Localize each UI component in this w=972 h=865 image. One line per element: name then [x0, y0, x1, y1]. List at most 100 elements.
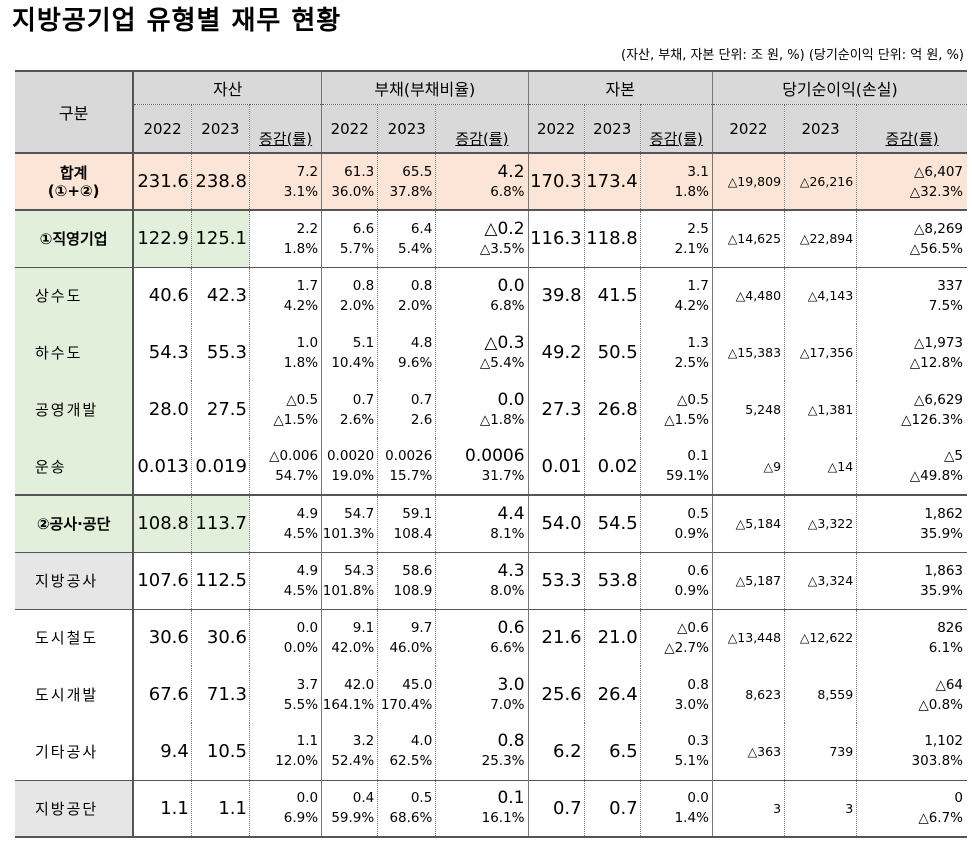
- capital-2023: 50.5: [584, 324, 641, 381]
- assets-change: 3.7 5.5%: [249, 666, 323, 723]
- liabilities-change: 0.0006 31.7%: [435, 438, 529, 495]
- liab-rate: 6.8%: [490, 183, 525, 200]
- capital-2023: 118.8: [584, 209, 641, 267]
- net-income-rate: △32.3%: [909, 183, 963, 200]
- liab-2022-ratio: 52.4%: [331, 753, 375, 770]
- capital-2023: 54.5: [584, 494, 641, 552]
- assets-2022: 40.6: [133, 266, 192, 324]
- liabilities-2023: 0.8 2.0%: [377, 266, 437, 324]
- net-income-change: 826 6.1%: [856, 608, 967, 666]
- assets-2023: 71.3: [191, 666, 250, 723]
- liabilities-2023: 0.7 2.6: [377, 381, 437, 438]
- net-income-diff: △6,407: [913, 163, 963, 180]
- liab-2022-ratio: 101.8%: [322, 582, 375, 599]
- assets-rate: 4.5%: [283, 525, 319, 542]
- capital-2022: 27.3: [528, 381, 585, 438]
- header-rate: 증감(률): [435, 104, 529, 154]
- liab-2023-value: 65.5: [402, 163, 433, 180]
- liab-2023-value: 58.6: [402, 562, 433, 579]
- liab-2023-ratio: 170.4%: [380, 696, 433, 713]
- liab-2023-ratio: 108.9: [393, 582, 433, 599]
- net-income-2023: 3: [784, 779, 858, 838]
- assets-rate: 3.1%: [283, 183, 319, 200]
- assets-diff: △0.5: [286, 391, 319, 408]
- capital-change: 0.1 59.1%: [640, 438, 713, 495]
- net-income-2022: △13,448: [712, 608, 786, 666]
- net-income-change: 1,862 35.9%: [856, 494, 967, 552]
- assets-diff: 0.0: [296, 619, 319, 636]
- net-income-diff: △6,629: [913, 391, 963, 408]
- net-income-2022: △14,625: [712, 209, 786, 267]
- liabilities-2022: 54.7 101.3%: [321, 494, 379, 552]
- capital-2023: 0.02: [584, 438, 641, 495]
- assets-rate: 0.0%: [283, 639, 319, 656]
- liab-rate: 31.7%: [481, 468, 525, 484]
- assets-2023: 1.1: [191, 779, 250, 838]
- assets-diff: 4.9: [296, 505, 319, 522]
- net-income-diff: 1,102: [924, 733, 963, 750]
- header-liabilities: 부채(부채비율): [321, 70, 529, 105]
- unit-note: (자산, 부채, 자본 단위: 조 원, %) (당기순이익 단위: 억 원, …: [621, 48, 964, 63]
- net-income-rate: △6.7%: [918, 810, 963, 827]
- row-label: 도시개발: [15, 666, 135, 723]
- net-income-2023: △3,324: [784, 551, 858, 609]
- header-year-2023: 2023: [191, 104, 250, 154]
- liabilities-2022: 61.3 36.0%: [321, 152, 379, 210]
- net-income-2023: 8,559: [784, 666, 858, 723]
- header-year-2022: 2022: [712, 104, 786, 154]
- row-label: 운송: [15, 438, 135, 495]
- assets-2022: 30.6: [133, 608, 192, 666]
- net-income-change: △64 △0.8%: [857, 666, 967, 723]
- assets-2023: 10.5: [191, 723, 250, 780]
- assets-rate: 5.5%: [283, 696, 319, 713]
- liab-2022-value: 5.1: [352, 334, 375, 351]
- assets-2022: 28.0: [133, 381, 192, 438]
- table-row: 합계 (①+②) 231.6 238.8 7.2 3.1% 61.3 36.0% 65.5 37…: [15, 152, 967, 210]
- liab-2023-ratio: 46.0%: [389, 639, 433, 656]
- liab-diff: 0.6: [497, 617, 525, 638]
- assets-change: 4.9 4.5%: [249, 551, 323, 609]
- liab-2022-value: 54.7: [344, 505, 375, 522]
- liab-2023-ratio: 9.6%: [398, 354, 433, 371]
- capital-rate: 4.2%: [674, 297, 709, 314]
- assets-change: 2.2 1.8%: [249, 209, 323, 267]
- liabilities-2023: 59.1 108.4: [377, 494, 437, 552]
- capital-diff: 0.3: [687, 733, 709, 750]
- net-income-diff: △5: [944, 448, 963, 464]
- liab-2023-ratio: 2.6: [410, 411, 433, 428]
- assets-rate: 6.9%: [283, 810, 319, 827]
- assets-change: 0.0 0.0%: [249, 608, 323, 666]
- liab-rate: △5.4%: [479, 354, 525, 371]
- row-label: 공영개발: [15, 381, 135, 438]
- header-gubun: 구분: [15, 70, 135, 154]
- liabilities-change: 3.0 7.0%: [435, 666, 529, 723]
- assets-diff: 4.9: [296, 562, 319, 579]
- capital-2022: 39.8: [528, 266, 585, 324]
- assets-2023: 27.5: [191, 381, 250, 438]
- liab-2022-value: 0.4: [352, 790, 375, 807]
- liabilities-2023: 4.8 9.6%: [377, 324, 437, 381]
- liab-2023-value: 6.4: [410, 220, 433, 237]
- capital-rate: 0.9%: [674, 582, 709, 599]
- capital-2023: 0.7: [584, 779, 641, 838]
- capital-diff: 1.3: [687, 334, 709, 351]
- assets-2022: 108.8: [133, 494, 192, 552]
- table-row: ②공사·공단 108.8 113.7 4.9 4.5% 54.7 101.3% 59.1 108…: [15, 494, 967, 552]
- liab-2023-value: 45.0: [402, 676, 433, 693]
- net-income-2022: 8,623: [712, 666, 786, 723]
- assets-diff: 3.7: [296, 676, 319, 693]
- net-income-rate: △126.3%: [901, 411, 963, 428]
- capital-2023: 41.5: [584, 266, 641, 324]
- liab-2023-value: 59.1: [402, 505, 433, 522]
- net-income-change: 337 7.5%: [856, 266, 967, 324]
- capital-diff: 2.5: [687, 220, 709, 237]
- assets-change: 1.1 12.0%: [249, 723, 323, 780]
- assets-2023: 30.6: [191, 608, 250, 666]
- table-row: 기타공사 9.4 10.5 1.1 12.0% 3.2 52.4% 4.0 62.5% 0.8 25…: [15, 723, 967, 780]
- row-label: 하수도: [15, 324, 135, 381]
- liab-2023-value: 4.0: [410, 733, 433, 750]
- capital-change: △0.6 △2.7%: [640, 608, 713, 666]
- capital-rate: 1.8%: [674, 183, 709, 200]
- liab-rate: 6.6%: [490, 639, 525, 656]
- capital-change: 1.7 4.2%: [640, 266, 713, 324]
